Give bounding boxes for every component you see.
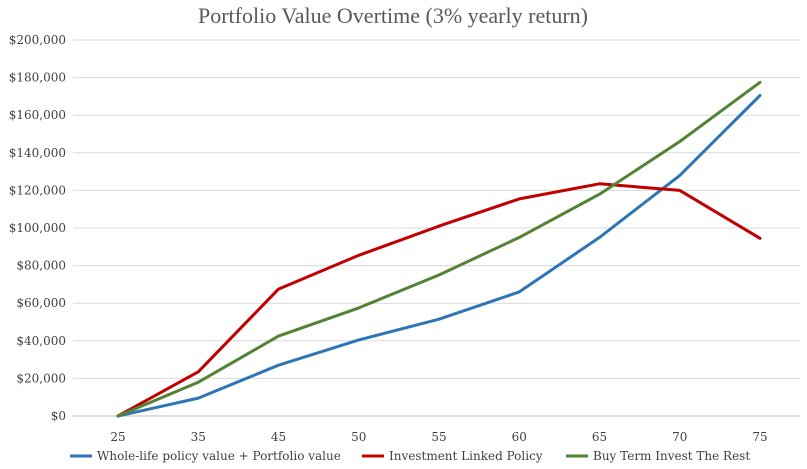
y-tick-label: $0 <box>51 409 66 423</box>
x-tick-label: 55 <box>431 430 446 444</box>
series-lines <box>116 80 762 418</box>
chart-title: Portfolio Value Overtime (3% yearly retu… <box>198 3 588 28</box>
series-line-1 <box>116 94 762 418</box>
x-axis-tick-labels: 25 35 45 50 55 60 65 70 75 <box>110 430 767 444</box>
x-tick-label: 35 <box>191 430 206 444</box>
legend: Whole-life policy value + Portfolio valu… <box>70 449 750 463</box>
y-axis-tick-labels: $0 $20,000 $40,000 $60,000 $80,000 $100,000 $1… <box>9 33 66 423</box>
series-line-2 <box>116 182 762 418</box>
y-tick-label: $80,000 <box>16 259 66 273</box>
legend-label: Whole-life policy value + Portfolio valu… <box>97 449 341 463</box>
y-tick-label: $120,000 <box>9 183 66 197</box>
y-tick-label: $60,000 <box>16 296 66 310</box>
x-tick-label: 60 <box>512 430 527 444</box>
x-tick-label: 25 <box>110 430 125 444</box>
series-line-3 <box>116 80 762 418</box>
x-tick-label: 45 <box>271 430 286 444</box>
gridlines <box>73 39 800 379</box>
y-tick-label: $100,000 <box>9 221 66 235</box>
y-tick-label: $200,000 <box>9 33 66 47</box>
x-tick-label: 50 <box>351 430 366 444</box>
legend-label: Investment Linked Policy <box>389 449 543 463</box>
x-tick-label: 65 <box>592 430 607 444</box>
y-tick-label: $160,000 <box>9 108 66 122</box>
y-tick-label: $20,000 <box>16 371 66 385</box>
legend-label: Buy Term Invest The Rest <box>593 449 750 463</box>
x-tick-label: 75 <box>752 430 767 444</box>
y-tick-label: $40,000 <box>16 334 66 348</box>
y-tick-label: $140,000 <box>9 146 66 160</box>
x-tick-label: 70 <box>672 430 687 444</box>
y-tick-label: $180,000 <box>9 71 66 85</box>
